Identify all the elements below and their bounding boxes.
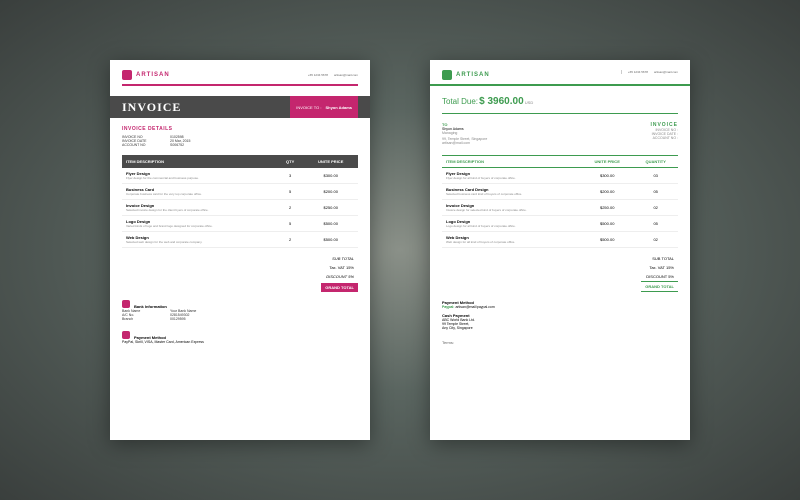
- brand: ARTISAN: [122, 70, 170, 80]
- payment-icon: [122, 331, 130, 339]
- col-qty: QUANTITY: [633, 156, 678, 168]
- logo-icon: [442, 70, 452, 80]
- phone: +65 1234 5678: [628, 70, 648, 74]
- grand-total: GRAND TOTAL: [321, 283, 358, 292]
- col-price: UNITE PRICE: [303, 155, 358, 168]
- email: artisan@mail.com: [654, 70, 678, 74]
- table-row: Business CardCorporate business card for…: [122, 184, 358, 200]
- invoice-details: INVOICE DETAILS INVOICE NO0102598INVOICE…: [122, 126, 358, 147]
- invoice-to: TO Shyon Adams Managing 99, Temple Stree…: [442, 122, 678, 145]
- detail-row: ACCOUNT NOS006752: [122, 143, 358, 147]
- total-due: Total Due: $ 3960.00 USD: [442, 96, 678, 114]
- col-desc: ITEM DESCRIPTION: [442, 156, 581, 168]
- table-row: Flyer DesignFlyer design for the commerc…: [122, 168, 358, 184]
- payment-method: Payment Method Paypal: artisan@mail/payp…: [442, 300, 678, 330]
- brand: ARTISAN: [442, 70, 490, 80]
- bank-icon: [122, 300, 130, 308]
- invoice-template-magenta: ARTISAN +65 1234 5678 artisan@mail.com I…: [110, 60, 370, 440]
- brand-name: ARTISAN: [136, 72, 170, 78]
- grand-total: GRAND TOTAL: [641, 281, 678, 292]
- totals-block: SUB TOTAL Tax. VAT 15% DISCOUNT 5% GRAND…: [122, 254, 358, 292]
- header: ARTISAN +65 1234 5678 artisan@mail.com: [122, 70, 358, 86]
- invoice-to-tag: INVOICE TO : Shyon Adams: [290, 96, 358, 118]
- bank-info: Bank Information Bank NameYour Bank Name…: [122, 300, 358, 321]
- table-row: Invoice DesignSelected invoice design fo…: [122, 200, 358, 216]
- payment-method: Payment Method PayPal, Skrill, VISA, Mas…: [122, 331, 358, 344]
- table-row: Web DesignWeb design for all kind of buy…: [442, 232, 678, 248]
- table-row: Logo DesignLogo design for all kind of b…: [442, 216, 678, 232]
- table-row: Invoice DesignInvoice design for selecte…: [442, 200, 678, 216]
- brand-name: ARTISAN: [456, 72, 490, 78]
- header: ARTISAN +65 1234 5678 artisan@mail.com: [442, 70, 678, 84]
- invoice-template-green: ARTISAN +65 1234 5678 artisan@mail.com T…: [430, 60, 690, 440]
- invoice-title: INVOICE: [122, 100, 181, 115]
- table-row: Flyer DesignFlyer design for all kind of…: [442, 168, 678, 184]
- col-desc: ITEM DESCRIPTION: [122, 155, 277, 168]
- invoice-banner: INVOICE INVOICE TO : Shyon Adams: [122, 96, 358, 118]
- items-table: ITEM DESCRIPTION QTY UNITE PRICE Flyer D…: [122, 155, 358, 248]
- table-row: Logo DesignVaried kinds of logo and bran…: [122, 216, 358, 232]
- contact-block: +65 1234 5678 artisan@mail.com: [308, 73, 358, 77]
- table-row: Web DesignSelected web design for the we…: [122, 232, 358, 248]
- email: artisan@mail.com: [334, 73, 358, 77]
- items-table: ITEM DESCRIPTION UNITE PRICE QUANTITY Fl…: [442, 155, 678, 248]
- totals-block: SUB TOTAL Tax. VAT 15% DISCOUNT 5% GRAND…: [442, 254, 678, 292]
- col-price: UNITE PRICE: [581, 156, 633, 168]
- divider: [430, 84, 690, 86]
- details-heading: INVOICE DETAILS: [122, 126, 358, 132]
- phone: +65 1234 5678: [308, 73, 328, 77]
- terms: Terms:: [442, 340, 678, 345]
- table-row: Business Card DesignSelected business ca…: [442, 184, 678, 200]
- contact-block: +65 1234 5678 artisan@mail.com: [621, 70, 678, 74]
- col-qty: QTY: [277, 155, 304, 168]
- logo-icon: [122, 70, 132, 80]
